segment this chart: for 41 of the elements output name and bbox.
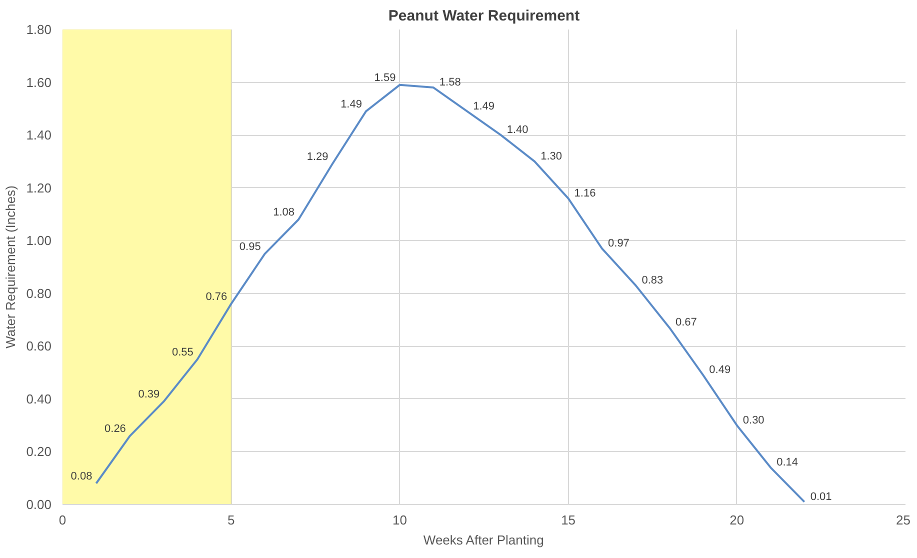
y-tick-label: 0.20 <box>26 444 52 460</box>
text: 0.14 <box>776 456 798 469</box>
y-axis-title: Water Requirement (Inches) <box>3 186 18 348</box>
x-tick-label: 0 <box>58 512 66 528</box>
y-tick-label: 0.60 <box>26 338 52 354</box>
text: 1.49 <box>340 98 362 110</box>
text: 0.39 <box>138 388 160 401</box>
y-tick-label: 0.80 <box>26 286 52 301</box>
y-tick-label: 1.00 <box>26 233 52 248</box>
text: 1.30 <box>540 150 562 162</box>
y-tick-label: 0.00 <box>26 497 52 512</box>
chart-title: Peanut Water Requirement <box>388 8 580 24</box>
y-tick-label: 1.40 <box>26 128 52 143</box>
x-tick-label: 20 <box>730 512 744 528</box>
text: 0.01 <box>810 490 832 503</box>
text: 0.49 <box>709 364 731 376</box>
x-tick-label: 15 <box>561 512 576 528</box>
x-tick-label: 25 <box>896 512 911 528</box>
x-tick-label: 10 <box>392 512 407 528</box>
y-tick-label: 0.40 <box>26 391 52 406</box>
text: 0.67 <box>675 316 697 329</box>
text: 0.76 <box>206 290 228 303</box>
text: 0.26 <box>104 422 126 435</box>
text: 0.08 <box>70 470 92 482</box>
text: 1.58 <box>439 76 461 89</box>
x-tick-label: 5 <box>227 512 235 528</box>
text: 0.30 <box>742 414 764 426</box>
y-tick-label: 1.20 <box>26 180 52 196</box>
text: 1.29 <box>306 151 328 164</box>
text: 1.08 <box>273 206 295 218</box>
text: 0.95 <box>239 240 261 253</box>
text: 0.55 <box>172 346 194 358</box>
text: 1.40 <box>506 124 528 136</box>
text: 0.83 <box>642 274 664 286</box>
text: 1.16 <box>574 187 596 200</box>
x-axis-title: Weeks After Planting <box>423 532 544 548</box>
text: 1.49 <box>473 100 495 112</box>
y-tick-label: 1.80 <box>26 22 52 37</box>
text: 1.59 <box>374 72 396 84</box>
text: 0.97 <box>608 238 630 250</box>
y-tick-label: 1.60 <box>26 74 52 90</box>
